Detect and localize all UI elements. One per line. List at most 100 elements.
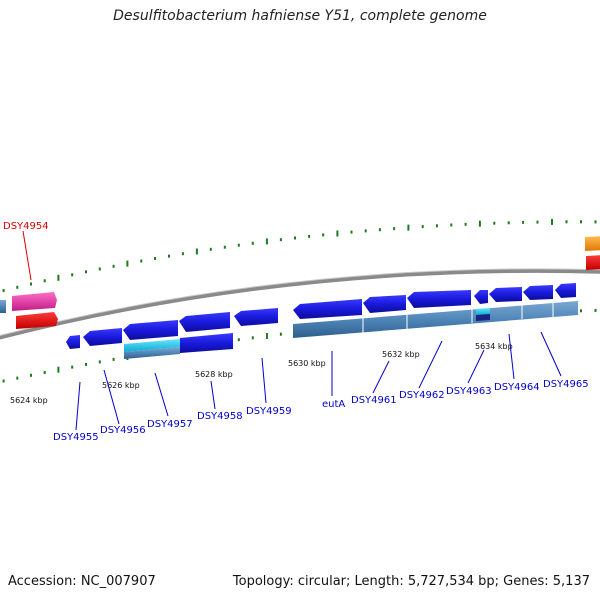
genome-title: Desulfitobacterium hafniense Y51, comple… (113, 8, 487, 24)
gene-dsy4955[interactable] (66, 335, 80, 349)
forward-strand-genes (0, 236, 600, 313)
gene-leader-lines (22, 230, 562, 431)
tick-mark (168, 254, 170, 258)
tick-mark (30, 282, 32, 286)
reverse-strand-genes (16, 283, 578, 359)
scale-label-5628: 5628 kbp (195, 370, 233, 379)
gene-red-left[interactable] (16, 312, 58, 329)
tick-mark (279, 332, 282, 336)
genome-backbone-highlight (0, 268, 600, 336)
gene-cyan-small[interactable] (476, 308, 490, 315)
gene-navy-small[interactable] (476, 314, 490, 321)
tick-mark (85, 363, 87, 366)
tick-mark (71, 273, 74, 277)
tick-mark (2, 379, 5, 383)
gene-dsy4958-lower[interactable] (180, 333, 233, 353)
gene-left-edge-light[interactable] (0, 300, 6, 313)
tick-mark (294, 236, 296, 240)
gene-label-dsy4957[interactable]: DSY4957 (147, 419, 193, 430)
tick-mark (43, 371, 46, 374)
tick-mark (251, 336, 254, 340)
tick-mark (98, 360, 101, 364)
gene-label-dsy4962[interactable]: DSY4962 (399, 390, 445, 401)
scale-label-5624: 5624 kbp (10, 396, 48, 405)
tick-mark (565, 220, 568, 224)
tick-mark (181, 252, 184, 256)
tick-mark (594, 308, 597, 312)
gene-label-dsy4965[interactable]: DSY4965 (543, 379, 589, 390)
tick-mark (464, 222, 467, 226)
tick-mark (195, 248, 198, 255)
tick-mark (30, 373, 32, 377)
tick-mark (522, 220, 525, 224)
tick-mark (237, 338, 240, 342)
tick-mark (507, 221, 510, 225)
gene-dsy4961[interactable] (363, 295, 406, 313)
gene-labels: DSY4954 DSY4955 DSY4956 DSY4957 DSY4958 … (3, 221, 589, 443)
scale-label-5626: 5626 kbp (102, 381, 140, 390)
gene-label-dsy4955[interactable]: DSY4955 (53, 432, 99, 443)
gene-euta[interactable] (293, 299, 362, 319)
genome-summary-text: Topology: circular; Length: 5,727,534 bp… (232, 574, 590, 589)
gene-dsy4964[interactable] (489, 287, 522, 302)
genome-backbone (0, 268, 600, 340)
gene-dsy4963[interactable] (474, 290, 488, 304)
gene-dsy4965b[interactable] (555, 283, 576, 298)
tick-mark (364, 229, 367, 233)
tick-mark (223, 245, 226, 249)
gene-label-dsy4964[interactable]: DSY4964 (494, 382, 540, 393)
tick-mark (265, 238, 268, 245)
gene-dsy4957-light[interactable] (124, 347, 180, 359)
tick-mark (407, 224, 410, 231)
tick-mark (536, 220, 539, 224)
scale-label-5630: 5630 kbp (288, 359, 326, 368)
tick-mark (350, 230, 353, 234)
gene-dsy4957-cyan[interactable] (124, 339, 180, 352)
tick-mark (265, 333, 268, 339)
gene-dsy4959[interactable] (234, 308, 278, 326)
gene-label-dsy4961[interactable]: DSY4961 (351, 395, 397, 406)
light-band-separators (362, 303, 554, 333)
gene-dsy4957[interactable] (123, 320, 178, 340)
tick-mark (140, 259, 143, 263)
tick-mark (378, 228, 381, 232)
tick-mark (98, 267, 101, 271)
tick-mark (85, 270, 87, 274)
tick-mark (16, 376, 19, 380)
gene-label-dsy4954[interactable]: DSY4954 (3, 221, 49, 232)
scale-label-5634: 5634 kbp (475, 342, 513, 351)
scale-label-5632: 5632 kbp (382, 350, 420, 359)
gene-label-dsy4958[interactable]: DSY4958 (197, 411, 243, 422)
tick-mark (493, 221, 496, 225)
tick-mark (237, 243, 240, 247)
accession-text: Accession: NC_007907 (8, 574, 156, 589)
scale-labels: 5624 kbp 5626 kbp 5628 kbp 5630 kbp 5632… (10, 342, 513, 405)
gene-dsy4965[interactable] (523, 285, 553, 300)
gene-red-right[interactable] (586, 255, 600, 270)
tick-mark (435, 224, 438, 228)
gene-label-dsy4959[interactable]: DSY4959 (246, 406, 292, 417)
gene-dsy4962[interactable] (407, 290, 471, 308)
tick-mark (43, 279, 46, 283)
tick-mark (393, 227, 396, 231)
tick-mark (421, 225, 424, 229)
gene-light-band[interactable] (293, 301, 578, 338)
gene-label-dsy4956[interactable]: DSY4956 (100, 425, 146, 436)
tick-mark (450, 223, 453, 227)
gene-orange-right[interactable] (585, 236, 600, 251)
gene-label-euta[interactable]: eutA (322, 399, 345, 410)
tick-mark (551, 218, 553, 225)
tick-mark (336, 230, 339, 237)
gene-dsy4954-pink[interactable] (12, 292, 57, 311)
tick-mark (112, 357, 115, 361)
tick-mark (57, 366, 60, 373)
tick-mark (279, 238, 282, 242)
gene-dsy4958[interactable] (179, 312, 230, 332)
gene-dsy4956[interactable] (83, 328, 122, 346)
tick-mark (308, 234, 311, 238)
tick-mark (126, 260, 129, 267)
tick-mark (580, 309, 582, 313)
gene-label-dsy4963[interactable]: DSY4963 (446, 386, 492, 397)
tick-mark (154, 257, 157, 260)
